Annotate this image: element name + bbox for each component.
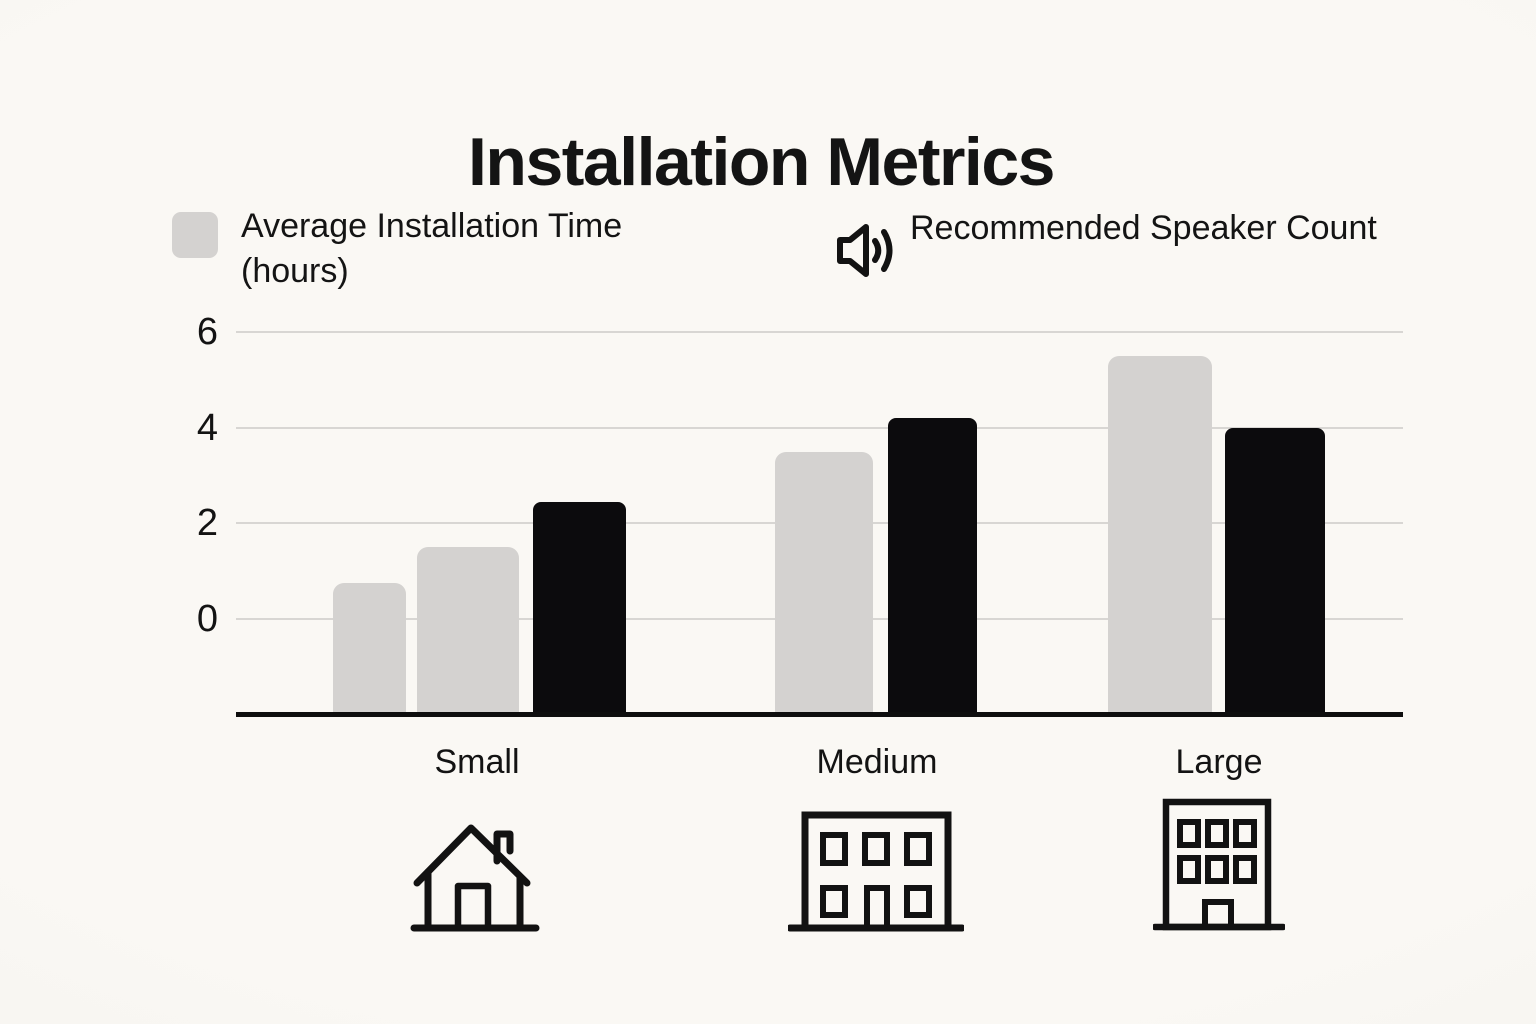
legend-label-speaker-count-line1: Recommended Speaker Count	[910, 209, 1377, 247]
category-label-small: Small	[434, 743, 520, 781]
ytick-label-0: 0	[196, 598, 218, 640]
gridline-y4	[236, 426, 1403, 429]
legend-label-install-time: Average Installation Time (hours)	[241, 204, 711, 294]
bar-speaker-count-medium	[888, 418, 977, 715]
building-3-story-icon	[1153, 796, 1285, 932]
bar-speaker-count-small	[533, 501, 626, 715]
x-axis-line	[236, 712, 1403, 717]
category-label-large: Large	[1175, 743, 1263, 781]
legend-label-install-time-line1: Average Installation Time	[241, 207, 623, 245]
gridline-y6	[236, 331, 1403, 334]
speaker-icon	[836, 220, 900, 282]
bar-speaker-count-large	[1225, 427, 1325, 715]
ytick-label-2: 2	[196, 502, 218, 545]
bar-install-time-small	[417, 547, 519, 715]
house-icon	[410, 820, 540, 938]
bar-install-time-large	[1108, 356, 1212, 715]
legend-label-speaker-count: Recommended Speaker Count	[910, 206, 1430, 251]
bar-install-time-small-extra	[333, 583, 406, 715]
bar-install-time-medium	[775, 451, 873, 715]
building-2-story-icon	[788, 808, 964, 934]
ytick-label-6: 6	[196, 311, 218, 354]
chart-title: Installation Metrics	[468, 123, 1055, 200]
ytick-label-4: 4	[196, 406, 218, 449]
legend-label-install-time-line2: (hours)	[241, 252, 349, 290]
legend-swatch-install-time	[172, 212, 218, 258]
category-label-medium: Medium	[816, 743, 938, 781]
